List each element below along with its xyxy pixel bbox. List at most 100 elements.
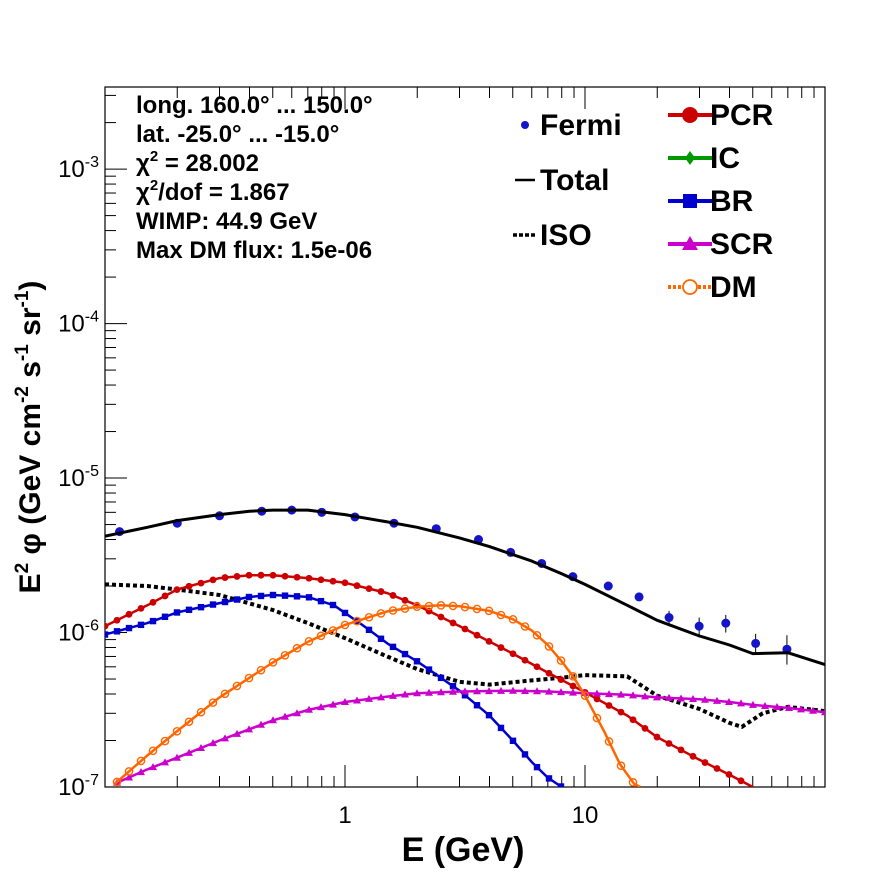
legend-marker bbox=[682, 107, 698, 123]
series-marker bbox=[353, 696, 361, 704]
series-marker bbox=[436, 601, 446, 610]
series-marker bbox=[329, 577, 337, 585]
series-marker bbox=[497, 644, 505, 651]
series-marker bbox=[281, 712, 289, 720]
series-marker bbox=[173, 609, 181, 616]
series-marker bbox=[737, 699, 745, 707]
data-point bbox=[634, 592, 644, 602]
series-marker bbox=[521, 687, 529, 695]
series-marker bbox=[461, 625, 469, 633]
series-marker bbox=[268, 658, 278, 667]
series-marker bbox=[269, 571, 277, 579]
series-marker bbox=[148, 746, 158, 756]
series-marker bbox=[197, 579, 205, 587]
series-marker bbox=[317, 576, 325, 584]
series-marker bbox=[377, 635, 385, 642]
series-marker bbox=[209, 601, 217, 608]
series-iso bbox=[105, 582, 825, 729]
series-marker bbox=[292, 643, 302, 653]
legend-item-total: Total bbox=[515, 164, 609, 197]
series-marker bbox=[293, 709, 301, 717]
series-marker bbox=[161, 758, 169, 766]
legend-item-iso: ISO bbox=[513, 219, 592, 252]
series-layer bbox=[105, 505, 825, 787]
series-marker bbox=[341, 609, 349, 617]
series-marker bbox=[112, 777, 122, 787]
series-line bbox=[105, 593, 563, 787]
y-label-sup-4: -1 bbox=[12, 290, 33, 307]
series-marker bbox=[173, 586, 181, 593]
series-marker bbox=[280, 650, 290, 660]
series-marker bbox=[533, 663, 541, 671]
series-marker bbox=[137, 605, 145, 612]
series-marker bbox=[557, 676, 565, 684]
series-marker bbox=[257, 720, 265, 728]
series-marker bbox=[425, 688, 433, 696]
info-chi2: χ2 = 28.002 bbox=[136, 148, 259, 177]
series-marker bbox=[689, 752, 697, 760]
series-marker bbox=[281, 592, 289, 599]
y-tick-label: 10-6 bbox=[58, 618, 99, 647]
series-marker bbox=[473, 631, 481, 639]
series-marker bbox=[665, 693, 673, 701]
series-marker bbox=[713, 765, 721, 772]
info-chi2-dof: χ2/dof = 1.867 bbox=[136, 177, 290, 206]
series-marker bbox=[341, 579, 349, 587]
series-marker bbox=[293, 573, 301, 581]
legend-label: SCR bbox=[710, 228, 774, 261]
series-marker bbox=[233, 573, 241, 580]
x-tick-label: 10 bbox=[572, 802, 599, 829]
series-marker bbox=[617, 708, 625, 716]
series-marker bbox=[365, 626, 373, 634]
series-marker bbox=[149, 763, 157, 771]
series-marker bbox=[533, 763, 541, 771]
series-marker bbox=[701, 695, 709, 703]
series-marker bbox=[520, 622, 530, 631]
series-marker bbox=[617, 690, 625, 698]
x-axis-label: E (GeV) bbox=[402, 831, 525, 869]
series-marker bbox=[785, 704, 793, 712]
series-marker bbox=[365, 694, 373, 702]
data-point bbox=[721, 618, 731, 628]
series-marker bbox=[449, 683, 457, 690]
series-marker bbox=[149, 598, 157, 606]
data-point bbox=[694, 621, 704, 631]
series-line bbox=[114, 604, 641, 787]
series-marker bbox=[232, 681, 242, 691]
series-marker bbox=[220, 689, 230, 699]
series-marker bbox=[449, 687, 457, 695]
series-marker bbox=[473, 702, 481, 709]
series-marker bbox=[821, 708, 825, 716]
legend-item-br: BR bbox=[668, 185, 754, 218]
series-marker bbox=[329, 700, 337, 708]
y-axis-label: E2 φ (GeV cm-2 s-1 sr-1) bbox=[12, 281, 47, 594]
series-marker bbox=[125, 610, 133, 618]
series-marker bbox=[401, 690, 409, 698]
series-marker bbox=[389, 691, 397, 699]
series-marker bbox=[317, 703, 325, 711]
series-marker bbox=[388, 606, 398, 615]
legend-label: Total bbox=[540, 164, 609, 197]
series-marker bbox=[137, 621, 145, 629]
series-marker bbox=[521, 656, 529, 664]
y-label-mid-3: sr bbox=[14, 307, 47, 344]
series-marker bbox=[677, 694, 685, 702]
series-marker bbox=[208, 698, 218, 707]
series-marker bbox=[149, 617, 157, 625]
series-marker bbox=[125, 773, 133, 781]
data-point bbox=[751, 638, 761, 648]
legend-label: PCR bbox=[710, 99, 774, 132]
series-marker bbox=[185, 606, 193, 614]
series-marker bbox=[701, 759, 709, 766]
series-marker bbox=[161, 592, 169, 600]
series-marker bbox=[605, 702, 613, 709]
series-marker bbox=[317, 597, 325, 605]
series-marker bbox=[580, 691, 590, 700]
series-marker bbox=[761, 701, 769, 709]
series-marker bbox=[629, 716, 637, 724]
data-point bbox=[603, 581, 613, 591]
series-marker bbox=[521, 751, 529, 758]
series-marker bbox=[484, 606, 494, 616]
series-marker bbox=[604, 737, 614, 746]
